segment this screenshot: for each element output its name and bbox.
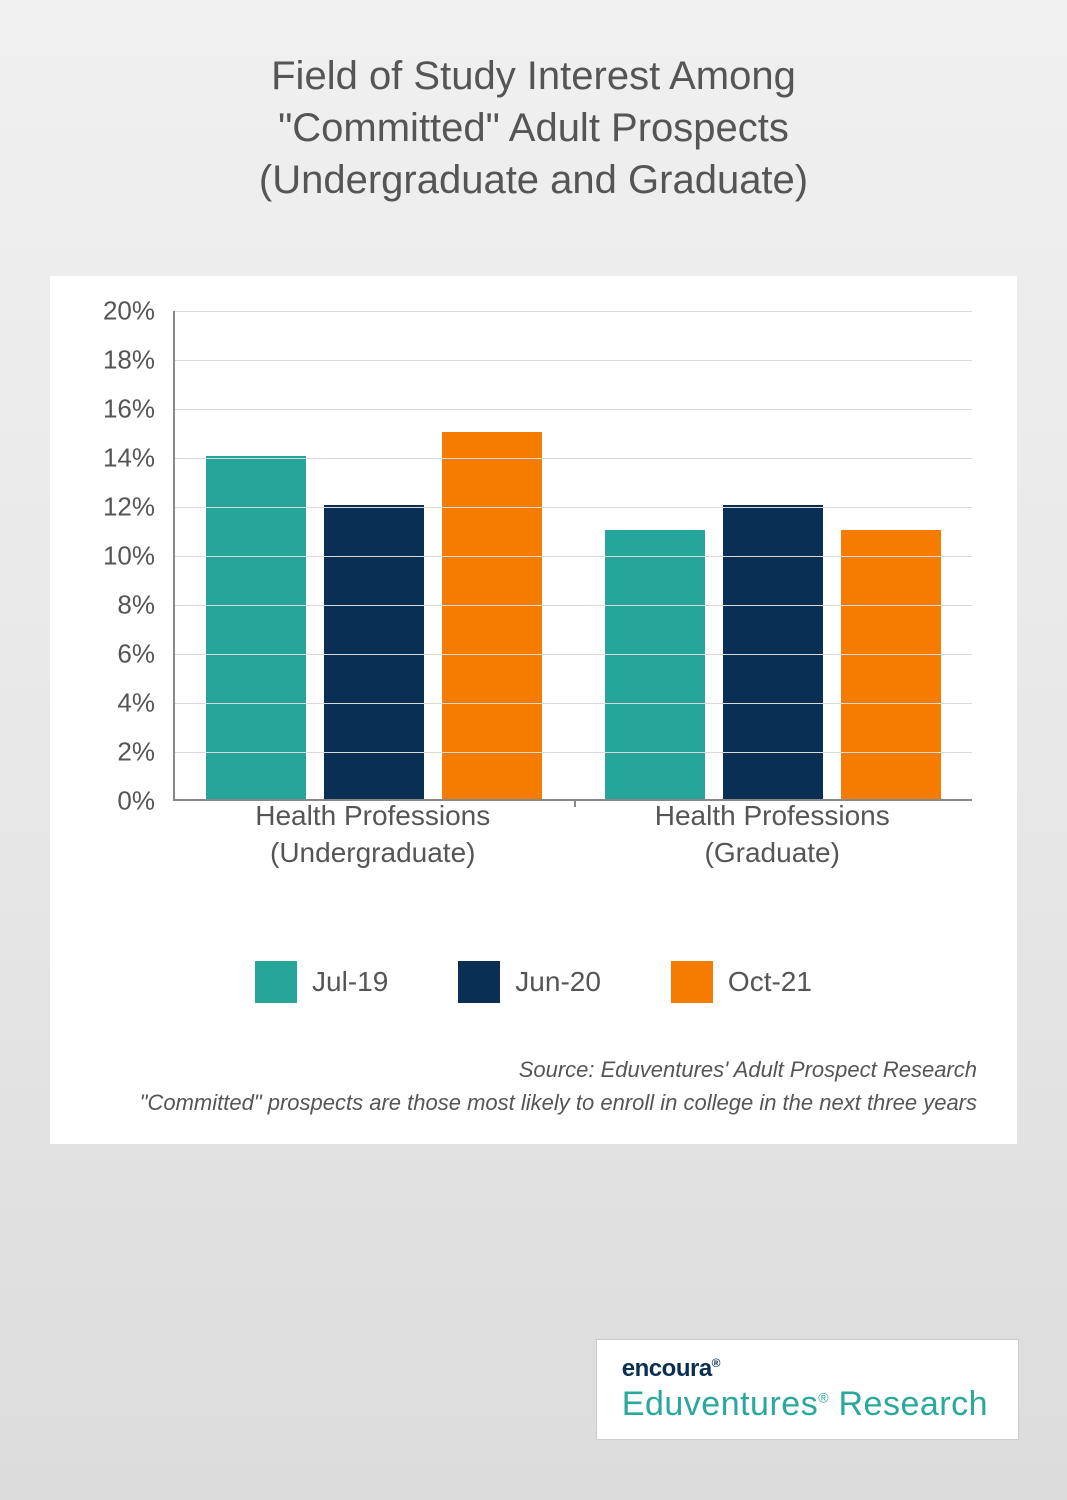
x-axis-label: Health Professions(Graduate) — [573, 798, 973, 871]
y-axis: 0%2%4%6%8%10%12%14%16%18%20% — [85, 311, 165, 801]
x-axis-labels: Health Professions(Undergraduate)Health … — [173, 798, 972, 871]
bar-groups — [175, 311, 972, 799]
legend: Jul-19 Jun-20 Oct-21 — [85, 961, 982, 1003]
gridline — [175, 703, 972, 704]
y-tick-label: 0% — [117, 786, 155, 817]
brand-encoura-text: encoura — [622, 1355, 712, 1382]
footnote: Source: Eduventures' Adult Prospect Rese… — [85, 1053, 982, 1119]
gridline — [175, 556, 972, 557]
legend-label: Jun-20 — [515, 966, 601, 998]
branding-box: encoura® Eduventures® Research — [596, 1339, 1019, 1440]
chart-area: 0%2%4%6%8%10%12%14%16%18%20% Health Prof… — [85, 311, 982, 841]
chart-title: Field of Study Interest Among"Committed"… — [0, 0, 1067, 236]
brand-encoura: encoura® — [622, 1355, 988, 1383]
legend-swatch — [255, 961, 297, 1003]
legend-swatch — [671, 961, 713, 1003]
y-tick-label: 4% — [117, 688, 155, 719]
gridline — [175, 458, 972, 459]
gridline — [175, 752, 972, 753]
y-tick-label: 6% — [117, 639, 155, 670]
gridline — [175, 605, 972, 606]
brand-eduventures: Eduventures® Research — [622, 1385, 988, 1424]
y-tick-label: 2% — [117, 737, 155, 768]
y-tick-label: 18% — [103, 345, 155, 376]
brand-research-text: Research — [829, 1385, 988, 1423]
bar-group — [175, 311, 574, 799]
footnote-line: Source: Eduventures' Adult Prospect Rese… — [85, 1053, 977, 1086]
legend-item: Jul-19 — [255, 961, 388, 1003]
gridline — [175, 360, 972, 361]
x-axis-label: Health Professions(Undergraduate) — [173, 798, 573, 871]
y-tick-label: 12% — [103, 492, 155, 523]
y-tick-label: 20% — [103, 296, 155, 327]
registered-mark-icon: ® — [712, 1356, 720, 1370]
bar — [324, 505, 424, 799]
y-tick-label: 16% — [103, 394, 155, 425]
bar — [605, 530, 705, 800]
plot-area — [173, 311, 972, 801]
brand-eduventures-text: Eduventures — [622, 1385, 818, 1423]
bar — [442, 432, 542, 800]
legend-item: Jun-20 — [458, 961, 601, 1003]
chart-card: 0% 2% 4% 6% 8% 10% 12% 14% 16% 18% 20% Health Prof… — [50, 276, 1017, 1144]
bar — [841, 530, 941, 800]
legend-swatch — [458, 961, 500, 1003]
legend-label: Oct-21 — [728, 966, 812, 998]
gridline — [175, 409, 972, 410]
y-tick-label: 14% — [103, 443, 155, 474]
footnote-line: "Committed" prospects are those most lik… — [85, 1086, 977, 1119]
gridline — [175, 507, 972, 508]
page-container: Field of Study Interest Among"Committed"… — [0, 0, 1067, 1500]
registered-mark-icon: ® — [818, 1390, 828, 1406]
gridline — [175, 654, 972, 655]
legend-label: Jul-19 — [312, 966, 388, 998]
y-tick-label: 10% — [103, 541, 155, 572]
bar-group — [574, 311, 973, 799]
y-tick-label: 8% — [117, 590, 155, 621]
legend-item: Oct-21 — [671, 961, 812, 1003]
bar — [723, 505, 823, 799]
gridline — [175, 311, 972, 312]
